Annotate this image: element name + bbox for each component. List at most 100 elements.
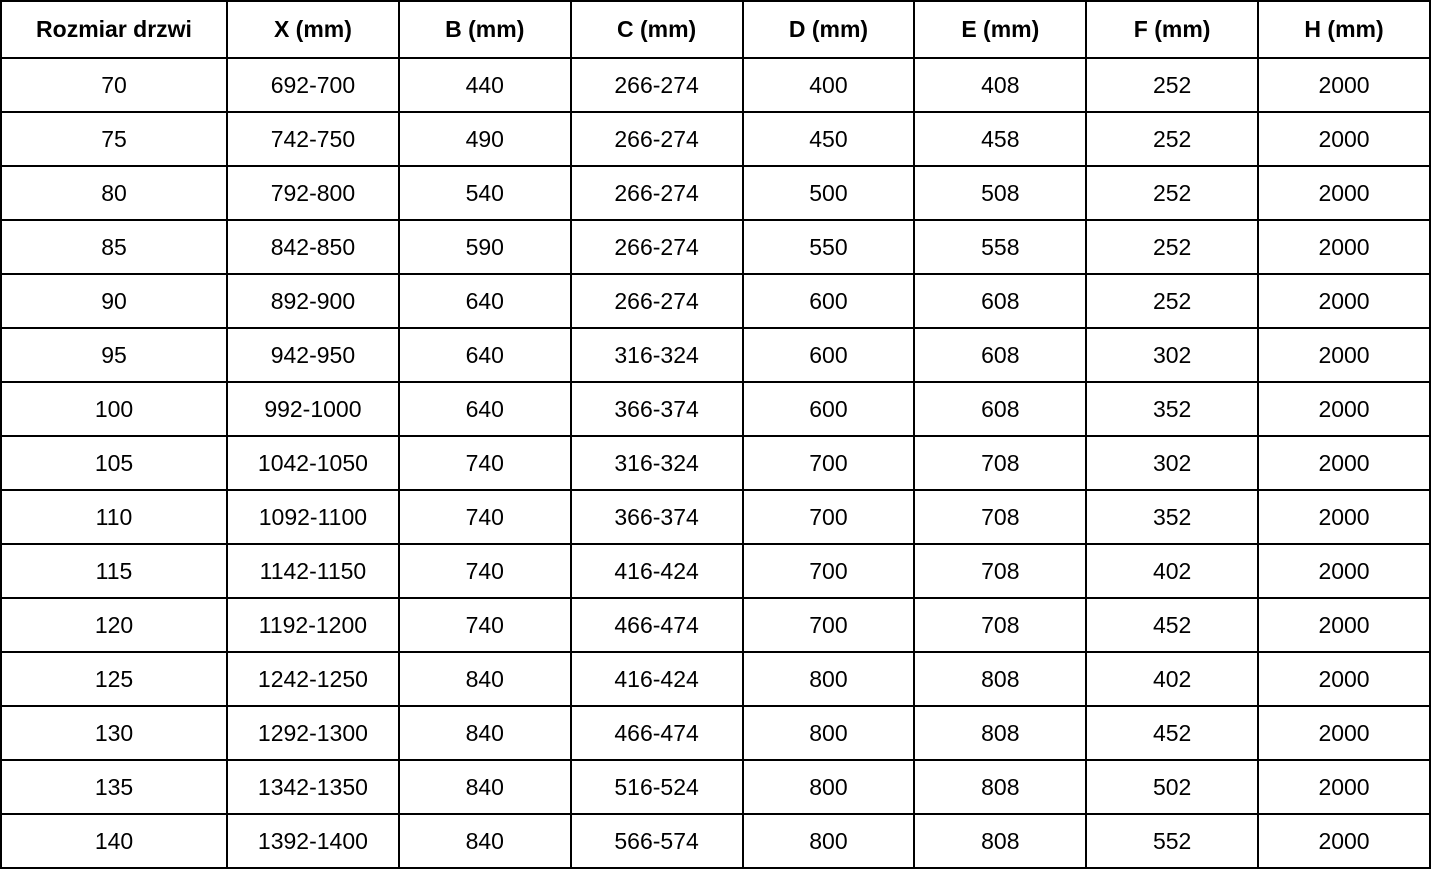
header-cell-h-mm: H (mm) — [1257, 0, 1431, 59]
door-size-cell: 115 — [0, 543, 228, 599]
dimension-cell: 490 — [397, 111, 572, 167]
dimension-cell: 402 — [1085, 651, 1260, 707]
dimension-cell: 2000 — [1257, 111, 1431, 167]
dimension-cell: 266-274 — [569, 165, 744, 221]
dimension-cell: 840 — [397, 705, 572, 761]
table-body: 70 692-700 440 266-274 400 408 252 2000 75 742-75… — [0, 57, 1431, 869]
dimension-cell: 808 — [913, 813, 1088, 869]
door-size-cell: 130 — [0, 705, 228, 761]
door-size-cell: 140 — [0, 813, 228, 869]
header-cell-e-mm: E (mm) — [913, 0, 1088, 59]
table-row: 125 1242-1250 840 416-424 800 808 402 2000 — [0, 651, 1431, 707]
dimension-cell: 500 — [741, 165, 916, 221]
dimension-cell: 740 — [397, 435, 572, 491]
dimension-cell: 550 — [741, 219, 916, 275]
dimension-cell: 840 — [397, 813, 572, 869]
dimension-cell: 608 — [913, 327, 1088, 383]
header-cell-b-mm: B (mm) — [397, 0, 572, 59]
table-row: 110 1092-1100 740 366-374 700 708 352 2000 — [0, 489, 1431, 545]
dimension-cell: 608 — [913, 273, 1088, 329]
dimension-cell: 2000 — [1257, 165, 1431, 221]
dimension-cell: 800 — [741, 813, 916, 869]
door-size-cell: 90 — [0, 273, 228, 329]
dimension-cell: 552 — [1085, 813, 1260, 869]
dimension-cell: 708 — [913, 543, 1088, 599]
header-cell-f-mm: F (mm) — [1085, 0, 1260, 59]
dimension-cell: 700 — [741, 597, 916, 653]
dimension-cell: 458 — [913, 111, 1088, 167]
dimension-cell: 840 — [397, 759, 572, 815]
dimension-cell: 252 — [1085, 111, 1260, 167]
dimension-cell: 840 — [397, 651, 572, 707]
door-size-cell: 70 — [0, 57, 228, 113]
dimension-cell: 402 — [1085, 543, 1260, 599]
dimension-cell: 452 — [1085, 597, 1260, 653]
dimension-cell: 266-274 — [569, 57, 744, 113]
dimension-cell: 640 — [397, 327, 572, 383]
door-size-cell: 135 — [0, 759, 228, 815]
dimension-cell: 1192-1200 — [226, 597, 400, 653]
dimension-cell: 2000 — [1257, 435, 1431, 491]
dimension-cell: 1242-1250 — [226, 651, 400, 707]
table-row: 85 842-850 590 266-274 550 558 252 2000 — [0, 219, 1431, 275]
dimension-cell: 558 — [913, 219, 1088, 275]
dimension-cell: 2000 — [1257, 597, 1431, 653]
dimension-cell: 800 — [741, 759, 916, 815]
dimension-cell: 516-524 — [569, 759, 744, 815]
dimension-cell: 2000 — [1257, 57, 1431, 113]
dimension-cell: 2000 — [1257, 759, 1431, 815]
dimension-cell: 708 — [913, 489, 1088, 545]
dimension-cell: 808 — [913, 705, 1088, 761]
dimension-cell: 540 — [397, 165, 572, 221]
header-row: Rozmiar drzwi X (mm) B (mm) C (mm) D (mm… — [0, 0, 1431, 59]
dimension-cell: 2000 — [1257, 651, 1431, 707]
dimension-cell: 792-800 — [226, 165, 400, 221]
dimension-cell: 316-324 — [569, 435, 744, 491]
dimension-cell: 608 — [913, 381, 1088, 437]
header-cell-d-mm: D (mm) — [741, 0, 916, 59]
dimension-cell: 640 — [397, 381, 572, 437]
door-size-cell: 120 — [0, 597, 228, 653]
dimension-cell: 700 — [741, 489, 916, 545]
dimension-cell: 640 — [397, 273, 572, 329]
door-size-cell: 125 — [0, 651, 228, 707]
dimension-cell: 440 — [397, 57, 572, 113]
dimension-cell: 302 — [1085, 435, 1260, 491]
dimension-cell: 740 — [397, 597, 572, 653]
door-size-cell: 110 — [0, 489, 228, 545]
dimension-cell: 800 — [741, 651, 916, 707]
dimension-cell: 892-900 — [226, 273, 400, 329]
dimension-cell: 466-474 — [569, 705, 744, 761]
dimension-cell: 1092-1100 — [226, 489, 400, 545]
dimension-cell: 2000 — [1257, 543, 1431, 599]
header-cell-rozmiar-drzwi: Rozmiar drzwi — [0, 0, 228, 59]
dimension-cell: 416-424 — [569, 651, 744, 707]
dimension-cell: 302 — [1085, 327, 1260, 383]
dimension-cell: 2000 — [1257, 489, 1431, 545]
door-size-cell: 75 — [0, 111, 228, 167]
dimension-cell: 742-750 — [226, 111, 400, 167]
dimension-cell: 252 — [1085, 165, 1260, 221]
dimension-cell: 400 — [741, 57, 916, 113]
dimension-cell: 808 — [913, 651, 1088, 707]
dimension-cell: 600 — [741, 273, 916, 329]
dimension-cell: 1292-1300 — [226, 705, 400, 761]
dimension-cell: 600 — [741, 381, 916, 437]
table-row: 95 942-950 640 316-324 600 608 302 2000 — [0, 327, 1431, 383]
dimension-cell: 352 — [1085, 489, 1260, 545]
dimension-cell: 366-374 — [569, 489, 744, 545]
dimension-cell: 2000 — [1257, 813, 1431, 869]
dimension-cell: 1342-1350 — [226, 759, 400, 815]
dimension-cell: 2000 — [1257, 327, 1431, 383]
dimension-cell: 466-474 — [569, 597, 744, 653]
table-row: 105 1042-1050 740 316-324 700 708 302 2000 — [0, 435, 1431, 491]
dimension-cell: 842-850 — [226, 219, 400, 275]
table-row: 120 1192-1200 740 466-474 700 708 452 2000 — [0, 597, 1431, 653]
table-row: 75 742-750 490 266-274 450 458 252 2000 — [0, 111, 1431, 167]
dimension-cell: 2000 — [1257, 705, 1431, 761]
dimension-cell: 416-424 — [569, 543, 744, 599]
dimension-cell: 252 — [1085, 273, 1260, 329]
dimension-cell: 740 — [397, 489, 572, 545]
dimension-cell: 992-1000 — [226, 381, 400, 437]
table-row: 70 692-700 440 266-274 400 408 252 2000 — [0, 57, 1431, 113]
